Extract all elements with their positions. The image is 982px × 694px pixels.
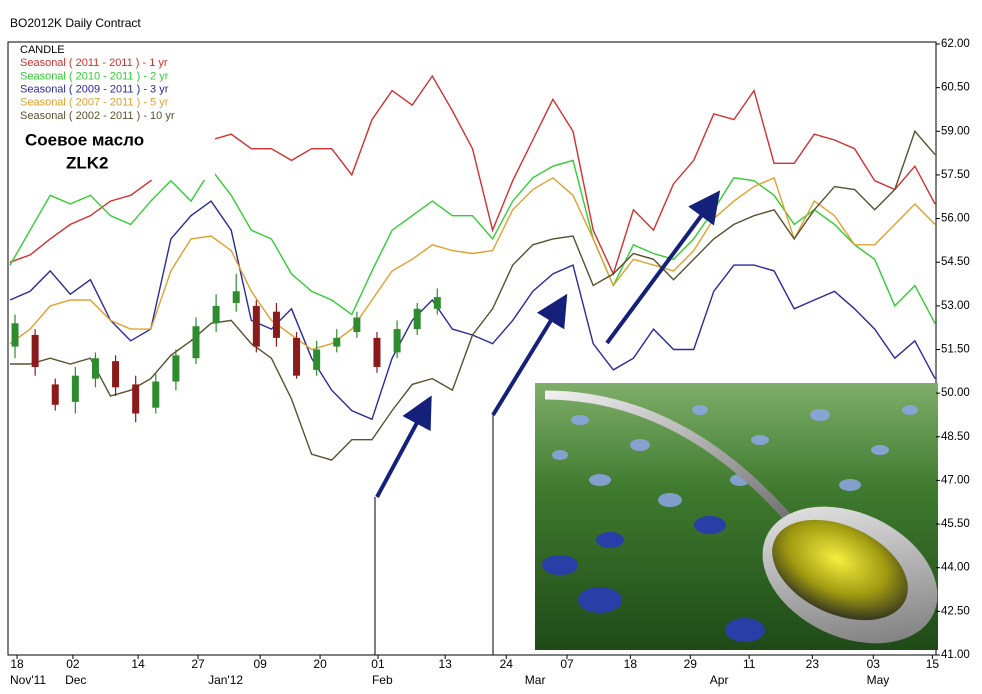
candle-body [51, 384, 59, 405]
candle-body [71, 375, 79, 402]
month-label: Nov'11 [10, 673, 46, 687]
x-tick-label: 27 [191, 657, 205, 671]
candle-body [192, 326, 200, 359]
legend-entry: Seasonal ( 2002 - 2011 ) - 10 yr [20, 110, 175, 122]
candle-body [232, 291, 240, 303]
x-tick-label: 29 [684, 657, 698, 671]
series-line [10, 129, 936, 461]
series-line [9, 176, 936, 351]
x-tick-label: 18 [10, 657, 24, 671]
y-tick-label: 41.00 [941, 649, 970, 661]
y-tick-label: 51.50 [941, 344, 970, 356]
candle-body [353, 317, 361, 333]
legend-entry: Seasonal ( 2009 - 2011 ) - 3 yr [20, 84, 169, 96]
candle-layer [11, 273, 441, 423]
candle-body [333, 337, 341, 347]
candle-body [11, 323, 19, 347]
arrow [491, 293, 568, 417]
y-tick-label: 53.00 [941, 300, 970, 312]
month-label: Jan'12 [208, 673, 243, 687]
month-label: Dec [65, 673, 86, 687]
x-tick-label: 20 [313, 657, 327, 671]
spoon-handle [544, 390, 794, 523]
x-tick-label: 03 [867, 657, 881, 671]
flowers [552, 405, 918, 507]
candle-body [413, 308, 421, 330]
x-tick-label: 23 [806, 657, 820, 671]
y-tick-label: 59.00 [941, 125, 970, 137]
annotation: Соевое масло [25, 130, 144, 149]
candle-body [433, 297, 441, 309]
flowers-near [542, 516, 765, 642]
axes: 41.00 42.50 44.00 45.50 47.00 48.50 50.00 51.50… [10, 38, 970, 687]
candle-body [393, 329, 401, 353]
oil [772, 519, 908, 621]
x-tick-label: 11 [743, 657, 756, 671]
candle-body [172, 355, 180, 382]
x-tick-label: 13 [438, 657, 452, 671]
candle-body [373, 337, 381, 367]
y-tick-label: 57.50 [941, 169, 970, 181]
x-tick-label: 15 [926, 657, 940, 671]
x-tick-label: 07 [560, 657, 574, 671]
plot-frame [7, 41, 937, 656]
candle-body [272, 311, 280, 338]
month-label: Feb [372, 673, 393, 687]
arrow [605, 190, 721, 345]
candle-body [31, 334, 39, 367]
y-tick-label: 47.00 [941, 474, 970, 486]
y-tick-label: 60.50 [941, 82, 970, 94]
candle-body [212, 305, 220, 324]
y-tick-label: 48.50 [941, 431, 970, 443]
candle-body [91, 358, 99, 379]
y-tick-label: 45.50 [941, 518, 970, 530]
y-tick-label: 56.00 [941, 213, 970, 225]
x-tick-label: 18 [624, 657, 638, 671]
x-tick-label: 24 [500, 657, 514, 671]
candle-body [313, 349, 321, 370]
x-tick-label: 01 [371, 657, 385, 671]
y-tick-label: 42.50 [941, 605, 970, 617]
y-tick-label: 44.00 [941, 562, 970, 574]
y-tick-label: 62.00 [941, 38, 970, 50]
legend-entry: Seasonal ( 2011 - 2011 ) - 1 yr [20, 57, 168, 69]
legend-entry: Seasonal ( 2010 - 2011 ) - 2 yr [20, 70, 169, 82]
candle-body [132, 384, 140, 414]
month-label: Apr [710, 673, 729, 687]
month-label: Mar [525, 673, 546, 687]
x-tick-label: 09 [253, 657, 267, 671]
x-tick-label: 02 [66, 657, 80, 671]
month-label: May [867, 673, 890, 687]
candle-body [293, 337, 301, 376]
x-tick-label: 14 [131, 657, 145, 671]
arrows [375, 190, 721, 498]
candle-body [152, 381, 160, 408]
annotation: ZLK2 [66, 153, 109, 172]
legend-entry: CANDLE [20, 44, 65, 56]
candle-body [112, 361, 120, 388]
candle-body [252, 305, 260, 347]
legend-entry: Seasonal ( 2007 - 2011 ) - 5 yr [20, 97, 169, 109]
series-line [9, 159, 936, 324]
arrow [375, 395, 432, 498]
legend-box [12, 45, 215, 180]
photo [535, 383, 938, 650]
y-tick-label: 50.00 [941, 387, 970, 399]
y-tick-label: 54.50 [941, 256, 970, 268]
chart-title: BO2012K Daily Contract [10, 16, 141, 30]
